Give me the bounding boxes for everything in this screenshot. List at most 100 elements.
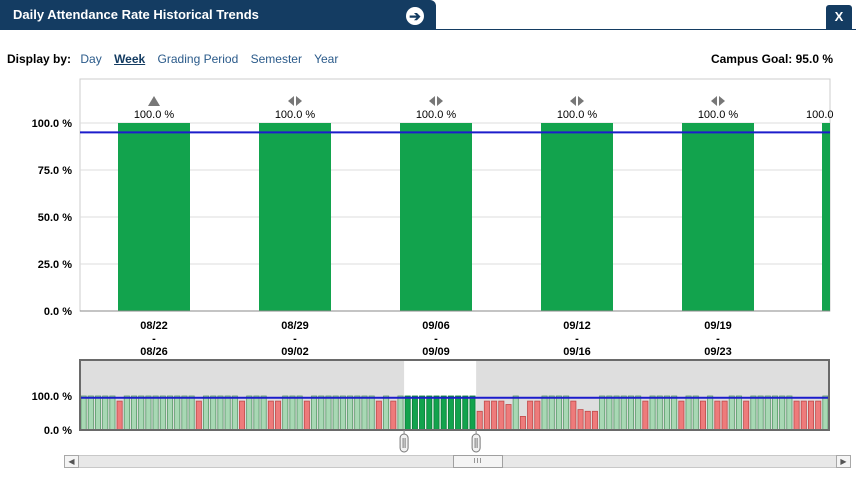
arrow-right-circle-icon[interactable]: ➔ (406, 7, 424, 25)
overview-bar (613, 395, 620, 431)
display-option-year[interactable]: Year (314, 52, 339, 66)
campus-goal-label: Campus Goal: 95.0 % (710, 52, 833, 66)
scroll-left-button[interactable]: ◀ (64, 455, 79, 468)
overview-bar (426, 395, 433, 431)
trend-flat-icon (288, 96, 294, 106)
overview-bar (397, 395, 404, 431)
handle-grip (471, 433, 481, 453)
scroll-right-button[interactable]: ▶ (836, 455, 851, 468)
close-button[interactable]: X (826, 5, 852, 29)
overview-bar (195, 400, 202, 431)
overview-bar (80, 395, 87, 431)
overview-bar (339, 395, 346, 431)
overview-bar (491, 400, 498, 431)
overview-bar (714, 400, 721, 431)
overview-bar (519, 415, 526, 431)
trend-flat-icon (719, 96, 725, 106)
overview-bar (123, 395, 130, 431)
overview-bar (757, 395, 764, 431)
overview-bar (275, 400, 282, 431)
overview-bar (159, 395, 166, 431)
overview-bar (447, 395, 454, 431)
overview-bar (584, 410, 591, 431)
overview-bar (721, 400, 728, 431)
overview-bar (483, 400, 490, 431)
overview-bar (548, 395, 555, 431)
overview-bar (685, 395, 692, 431)
x-tick-label: 09/02 (281, 346, 309, 358)
attendance-bar (400, 123, 472, 311)
overview-bar (347, 395, 354, 431)
handle-grip (399, 433, 409, 453)
overview-bar (332, 395, 339, 431)
overview-bar (591, 410, 598, 431)
overview-bar (102, 395, 109, 431)
bar-value-label-partial: 100.0 (806, 109, 834, 121)
display-option-semester[interactable]: Semester (250, 52, 302, 66)
x-tick-label: 09/23 (704, 346, 732, 358)
scrollbar-thumb[interactable]: III (453, 455, 503, 468)
overview-bar (181, 395, 188, 431)
overview-bar (570, 400, 577, 431)
overview-bar (563, 395, 570, 431)
overview-bar (174, 395, 181, 431)
overview-bar (707, 395, 714, 431)
overview-bar (433, 395, 440, 431)
display-option-day[interactable]: Day (80, 52, 102, 66)
overview-bar (699, 400, 706, 431)
y-tick-label: 25.0 % (38, 259, 72, 271)
x-tick-label: 08/26 (140, 346, 168, 358)
trend-flat-icon (437, 96, 443, 106)
overview-bar (534, 400, 541, 431)
trend-flat-icon (570, 96, 576, 106)
overview-frame (79, 359, 830, 431)
bar-value-label: 100.0 % (416, 109, 457, 121)
overview-bar (476, 410, 483, 431)
x-tick-label: - (716, 333, 720, 345)
overview-bar (455, 395, 462, 431)
overview-bar (203, 395, 210, 431)
overview-bar (210, 395, 217, 431)
overview-bar (469, 395, 476, 431)
x-tick-label: 08/22 (140, 320, 168, 332)
overview-bar (555, 395, 562, 431)
overview-bar (311, 395, 318, 431)
overview-bar (577, 409, 584, 431)
overview-bar (764, 395, 771, 431)
overview-bar (678, 400, 685, 431)
overview-bar (807, 400, 814, 431)
overview-bar (527, 400, 534, 431)
overview-bar (627, 395, 634, 431)
overview-bar (188, 395, 195, 431)
overview-bar (87, 395, 94, 431)
overview-bar (671, 395, 678, 431)
overview-bar (498, 400, 505, 431)
x-tick-label: 09/06 (422, 320, 450, 332)
bar-value-label: 100.0 % (698, 109, 739, 121)
x-tick-label: 09/16 (563, 346, 591, 358)
overview-bar (440, 395, 447, 431)
y-tick-label: 0.0 % (44, 306, 72, 318)
window-left-handle[interactable] (399, 430, 409, 453)
x-tick-label: 08/29 (281, 320, 309, 332)
attendance-bar-partial (822, 123, 830, 311)
overview-bar (786, 395, 793, 431)
overview-bar (116, 400, 123, 431)
window-right-handle[interactable] (471, 430, 481, 453)
display-option-grading-period[interactable]: Grading Period (157, 52, 239, 66)
overview-bar (239, 400, 246, 431)
panel-title: Daily Attendance Rate Historical Trends (13, 7, 259, 22)
trend-flat-icon (296, 96, 302, 106)
display-by-label: Display by: (7, 52, 72, 66)
attendance-bar (541, 123, 613, 311)
display-option-week[interactable]: Week (114, 52, 146, 66)
overview-y-tick-label: 100.0 % (32, 391, 73, 403)
trend-flat-icon (429, 96, 435, 106)
overview-bar (318, 395, 325, 431)
trend-flat-icon (711, 96, 717, 106)
trend-flat-icon (578, 96, 584, 106)
overview-bar (606, 395, 613, 431)
overview-bar (800, 400, 807, 431)
overview-bar (404, 395, 411, 431)
